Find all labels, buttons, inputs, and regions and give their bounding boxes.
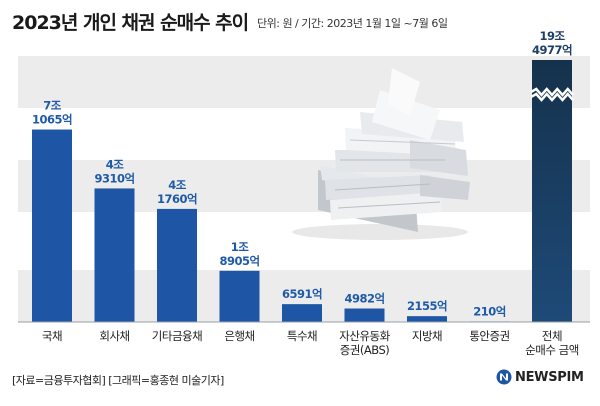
bar-total [532, 60, 572, 322]
category-label: 기타금융채 [152, 329, 202, 343]
source-credit: [자료=금융투자협회] [그래픽=홍종현 미술기자] [12, 374, 224, 387]
category-label: 은행채 [224, 329, 254, 343]
value-label: 2155억 [407, 299, 447, 313]
page-title: 2023년 개인 채권 순매수 추이 [12, 12, 249, 34]
value-label: 4조 1760억 [157, 178, 197, 206]
bar [344, 308, 385, 322]
value-label: 1조 8905억 [219, 240, 259, 268]
bars [32, 60, 574, 322]
category-label: 자산유동화 증권(ABS) [339, 329, 390, 357]
axis-break-mark [530, 92, 574, 102]
category-label: 국채 [42, 329, 62, 343]
value-label: 4조 9310억 [94, 157, 134, 185]
value-labels: 7조 1065억 4조 9310억 4조 1760억 1조 8905억 6591억 4982억 21… [32, 29, 573, 318]
value-label: 210억 [473, 304, 506, 318]
value-label: 4982억 [344, 292, 384, 306]
unit-period-note: 단위: 원 / 기간: 2023년 1월 1일 ~7월 6일 [257, 17, 448, 30]
bar [94, 188, 135, 322]
background-band [18, 56, 590, 108]
bar [282, 304, 322, 322]
value-label: 6591억 [282, 287, 322, 301]
value-label: 19조 4977억 [532, 29, 572, 57]
category-label: 지방채 [412, 329, 442, 343]
brand-logo: NEWSPIM [496, 369, 584, 385]
bar [157, 208, 197, 322]
value-label: 7조 1065억 [32, 99, 72, 127]
bar [32, 129, 72, 322]
category-label: 회사채 [99, 329, 129, 343]
category-label: 통안증권 [469, 329, 509, 343]
bar [407, 316, 447, 322]
brand-name: NEWSPIM [515, 369, 584, 385]
category-labels: 국채 회사채 기타금융채 은행채 특수채 자산유동화 증권(ABS) 지방채 통안증권 전체 순매수… [42, 329, 579, 357]
axis-break-mark [530, 87, 574, 97]
newspim-icon [496, 369, 512, 385]
paper-stack-illustration [292, 68, 470, 240]
category-label: 특수채 [287, 329, 317, 343]
category-label: 전체 순매수 금액 [525, 329, 579, 357]
bar [219, 270, 260, 322]
